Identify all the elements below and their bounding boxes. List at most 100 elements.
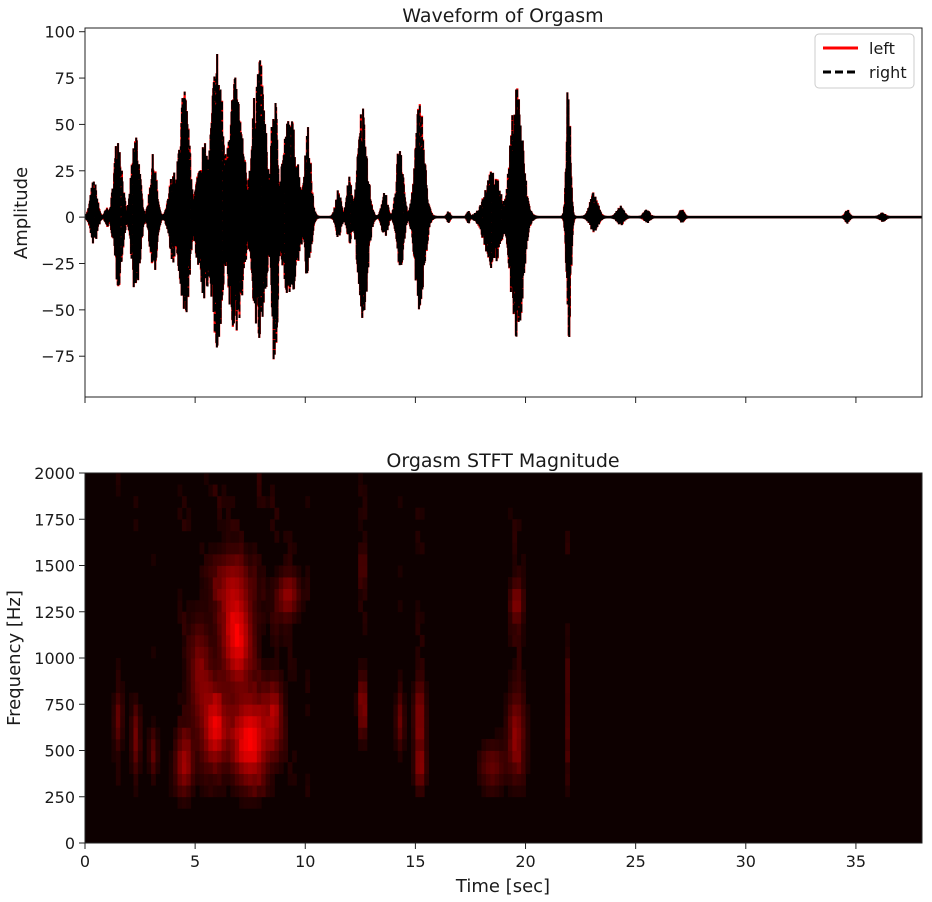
stft-cell: [270, 611, 275, 624]
stft-cell: [393, 715, 399, 728]
stft-cell: [221, 646, 227, 659]
stft-cell: [274, 750, 280, 763]
stft-cell: [521, 553, 526, 566]
stft-cell: [177, 785, 183, 798]
stft-cell: [208, 634, 214, 647]
stft-cell: [199, 669, 205, 682]
stft-cell: [181, 611, 187, 624]
stft-cell: [265, 611, 271, 624]
stft-cell: [203, 692, 209, 705]
stft-cell: [217, 692, 222, 705]
stft-cell: [203, 577, 209, 590]
stft-cell: [212, 785, 218, 798]
stft-cell: [199, 600, 205, 613]
stft-cell: [256, 484, 262, 497]
stft-cell: [168, 785, 174, 798]
stft-cell: [362, 507, 368, 520]
stft-cell: [494, 750, 500, 763]
stft-cell: [490, 785, 496, 798]
stft-cell: [287, 658, 293, 670]
stft-cell: [278, 738, 284, 751]
stft-cell: [278, 681, 284, 694]
stft-cell: [270, 496, 275, 509]
stft-cell: [239, 646, 244, 659]
stft-y-tick-label: 1250: [34, 603, 75, 622]
stft-cell: [203, 600, 209, 613]
stft-cell: [265, 658, 271, 670]
stft-cell: [230, 750, 236, 763]
stft-cell: [278, 577, 284, 590]
stft-cell: [208, 588, 214, 601]
stft-cell: [265, 600, 271, 613]
stft-cell: [115, 669, 121, 682]
stft-cell: [243, 542, 249, 555]
stft-cell: [234, 738, 240, 751]
stft-cell: [516, 577, 522, 590]
stft-cell: [234, 715, 240, 728]
waveform-legend: left right: [814, 33, 915, 89]
stft-cell: [234, 773, 240, 786]
stft-cell: [230, 681, 236, 694]
stft-cell: [494, 727, 500, 740]
stft-cell: [261, 681, 267, 694]
stft-cell: [217, 519, 222, 532]
stft-cell: [362, 611, 368, 624]
stft-cell: [415, 750, 421, 763]
stft-cell: [261, 623, 267, 636]
series-right-line: [85, 54, 922, 360]
waveform-y-tick-label: 75: [55, 69, 75, 88]
stft-cell: [419, 727, 425, 740]
stft-cell: [133, 519, 139, 532]
stft-cell: [217, 588, 222, 601]
stft-cell: [190, 727, 196, 740]
stft-cell: [146, 727, 152, 740]
stft-cell: [217, 646, 222, 659]
stft-y-tick-label: 500: [44, 742, 75, 761]
stft-cell: [243, 588, 249, 601]
stft-cell: [203, 611, 209, 624]
stft-cell: [217, 507, 222, 520]
stft-cell: [415, 611, 421, 624]
stft-cell: [221, 658, 227, 670]
stft-cell: [208, 646, 214, 659]
stft-cell: [221, 588, 227, 601]
stft-cell: [516, 669, 522, 682]
stft-cell: [225, 634, 231, 647]
stft-cell: [111, 692, 117, 705]
stft-cell: [190, 600, 196, 613]
stft-cell: [521, 785, 526, 798]
stft-cell: [270, 727, 275, 740]
stft-cell: [503, 750, 509, 763]
stft-cell: [186, 785, 192, 798]
stft-cell: [247, 553, 253, 566]
stft-cell: [186, 738, 192, 751]
stft-cell: [296, 600, 302, 613]
stft-cell: [177, 762, 183, 775]
stft-cell: [424, 762, 430, 775]
stft-y-tick-label: 1750: [34, 510, 75, 529]
stft-cell: [247, 588, 253, 601]
stft-cell: [287, 762, 293, 775]
stft-cell: [203, 727, 209, 740]
stft-cell: [247, 646, 253, 659]
stft-cell: [239, 692, 244, 705]
stft-cell: [265, 750, 271, 763]
stft-cell: [208, 565, 214, 578]
stft-cell: [362, 542, 368, 555]
stft-cell: [252, 588, 258, 601]
stft-cell: [133, 762, 139, 775]
stft-cell: [177, 715, 183, 728]
stft-cell: [195, 681, 200, 694]
stft-cell: [512, 785, 518, 798]
stft-cell: [217, 773, 222, 786]
stft-cell: [419, 542, 425, 555]
stft-cell: [419, 738, 425, 751]
stft-cell: [256, 715, 262, 728]
stft-cell: [274, 600, 280, 613]
stft-cell: [190, 762, 196, 775]
stft-cell: [252, 750, 258, 763]
waveform-title: Waveform of Orgasm: [402, 5, 603, 27]
stft-cell: [287, 669, 293, 682]
stft-cell: [225, 681, 231, 694]
stft-cell: [234, 530, 240, 543]
